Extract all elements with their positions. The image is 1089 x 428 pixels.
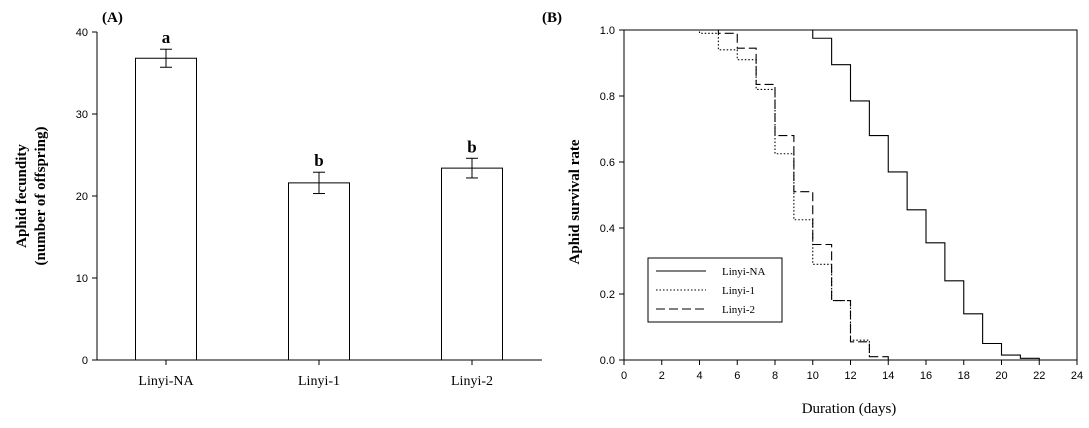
panel-b-y-tick-label: 0.6: [600, 157, 615, 169]
panel-a-bar: [135, 57, 197, 361]
panel-b-label: (B): [542, 10, 562, 26]
panel-b-y-tick-label: 0.4: [600, 223, 615, 235]
panel-b-ylabel: Aphid survival rate: [567, 139, 583, 264]
panel-a-significance-letter: b: [314, 151, 323, 170]
panel-b-x-tick-label: 8: [772, 370, 778, 382]
panel-b-legend-label: Linyi-2: [722, 304, 755, 316]
panel-b-legend-label: Linyi-1: [722, 285, 755, 297]
panel-a-ylabel-line1: Aphid fecundity: [14, 144, 30, 248]
panel-a-ylabel: Aphid fecundity (number of offspring): [14, 127, 49, 266]
panel-a-bar: [441, 167, 503, 361]
panel-b-xlabel: Duration (days): [802, 401, 897, 417]
panel-b-y-tick-label: 0.0: [600, 355, 615, 367]
panel-b-y-tick-label: 0.8: [600, 91, 615, 103]
panel-b-series-linyi-na: [624, 29, 1040, 360]
panel-a-bars: a b b: [135, 28, 503, 361]
panel-a-axes: 0 10 20 30 40 Linyi-NA Linyi-1 Linyi-2: [76, 27, 542, 389]
panel-a: (A) Aphid fecundity (number of offspring…: [14, 10, 542, 389]
panel-a-label: (A): [102, 10, 123, 26]
panel-b-x-tick-label: 2: [659, 370, 665, 382]
panel-a-x-tick-label: Linyi-1: [298, 374, 340, 389]
panel-b-y-tick-label: 0.2: [600, 289, 615, 301]
panel-b-x-tick-label: 4: [696, 370, 702, 382]
panel-a-y-tick-label: 20: [76, 191, 88, 203]
panel-a-significance-letter: a: [162, 28, 171, 47]
panel-b-axes: 0 2 4 6 8 10 12 14 16 18 20 22 240.00.20.40.60.81.0: [600, 25, 1083, 382]
panel-a-x-tick-label: Linyi-NA: [138, 374, 194, 389]
panel-b-series-linyi-1: [624, 29, 870, 357]
panel-a-x-tick-label: Linyi-2: [451, 374, 493, 389]
panel-b-x-tick-label: 24: [1071, 370, 1083, 382]
panel-b-y-tick-label: 1.0: [600, 25, 615, 37]
panel-b: (B) Aphid survival rate Duration (days) …: [542, 10, 1083, 417]
panel-a-bar: [288, 182, 350, 361]
panel-b-x-tick-label: 6: [734, 370, 740, 382]
panel-b-legend-label: Linyi-NA: [722, 266, 765, 278]
panel-b-x-tick-label: 18: [958, 370, 970, 382]
panel-b-x-tick-label: 22: [1033, 370, 1045, 382]
panel-a-y-tick-label: 40: [76, 27, 88, 39]
panel-b-legend: Linyi-NA Linyi-1 Linyi-2: [647, 257, 783, 323]
panel-b-x-tick-label: 0: [621, 370, 627, 382]
panel-b-lines: [624, 29, 1040, 360]
panel-b-x-tick-label: 14: [882, 370, 894, 382]
panel-a-y-tick-label: 30: [76, 109, 88, 121]
panel-b-x-tick-label: 12: [844, 370, 856, 382]
panel-b-series-linyi-2: [624, 29, 889, 360]
panel-b-x-tick-label: 16: [920, 370, 932, 382]
panel-a-y-tick-label: 0: [82, 355, 88, 367]
panel-a-significance-letter: b: [467, 137, 476, 156]
panel-b-x-tick-label: 20: [995, 370, 1007, 382]
panel-a-y-tick-label: 10: [76, 273, 88, 285]
panel-b-x-tick-label: 10: [807, 370, 819, 382]
panel-a-ylabel-line2: (number of offspring): [33, 127, 49, 266]
